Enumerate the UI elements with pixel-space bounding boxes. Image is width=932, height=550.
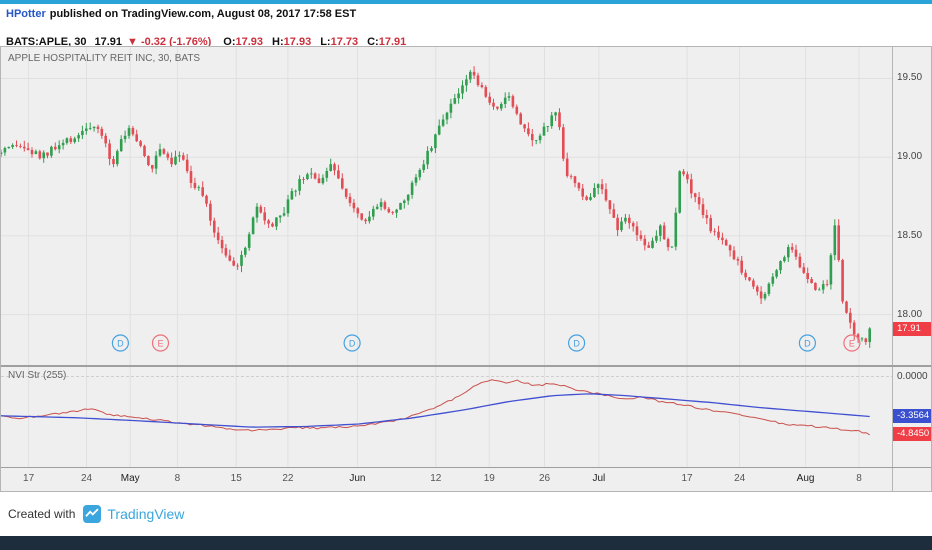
earnings-marker[interactable]: E <box>151 334 170 352</box>
price-tick: 18.00 <box>897 308 923 320</box>
price-tick: 19.00 <box>897 151 923 163</box>
axis-corner <box>892 468 931 491</box>
time-labels: 17 24 May 8 15 22 Jun 12 19 26 Jul 17 24 Aug 8 <box>1 468 892 491</box>
price-tick: 18.50 <box>897 229 923 241</box>
attribution-text: published on TradingView.com, August 08,… <box>49 8 357 20</box>
price-tick: 19.50 <box>897 72 923 84</box>
author-link[interactable]: HPotter <box>6 8 46 20</box>
pane-separator[interactable] <box>1 365 931 367</box>
time-label: Aug <box>796 473 815 484</box>
ohlc-close: C:17.91 <box>367 36 407 48</box>
time-label: 17 <box>681 473 693 484</box>
time-label: 8 <box>174 473 181 484</box>
time-label: 12 <box>430 473 442 484</box>
dividend-marker[interactable]: D <box>567 334 586 352</box>
time-label: Jul <box>592 473 606 484</box>
time-label: 24 <box>80 473 93 484</box>
nvi-indicator-plot[interactable]: NVI Str (255) <box>1 367 892 467</box>
ohlc-low: L:17.73 <box>320 36 359 48</box>
signal-value-tag: -3.3564 <box>893 409 931 424</box>
time-label: Jun <box>349 473 366 484</box>
last-price: 17.91 <box>94 36 123 48</box>
time-axis[interactable]: 17 24 May 8 15 22 Jun 12 19 26 Jul 17 24 Aug 8 <box>1 467 931 491</box>
footer: Created with TradingView <box>0 492 932 536</box>
svg-text:D: D <box>804 339 811 349</box>
symbol-name[interactable]: BATS:APLE, 30 <box>6 36 87 48</box>
time-label: 22 <box>282 473 294 484</box>
candlestick-plot[interactable]: D E D D D E APPLE HOSPITALITY REIT INC, 30, B… <box>1 47 892 365</box>
indicator-pane: NVI Str (255) 0.0000 -3.3564 -4.8450 <box>1 367 931 467</box>
time-label: 17 <box>23 473 35 484</box>
price-change: ▼ -0.32 (-1.76%) <box>127 36 212 48</box>
dividend-marker[interactable]: D <box>343 334 361 352</box>
earnings-marker[interactable]: E <box>843 334 861 352</box>
time-label: 19 <box>483 473 495 484</box>
time-label: 15 <box>230 473 242 484</box>
svg-text:D: D <box>349 339 356 349</box>
indicator-legend: NVI Str (255) <box>8 370 67 381</box>
svg-text:D: D <box>573 339 580 349</box>
dividend-marker[interactable]: D <box>798 334 817 352</box>
dividend-marker[interactable]: D <box>111 334 130 352</box>
instrument-legend: APPLE HOSPITALITY REIT INC, 30, BATS <box>8 53 201 64</box>
time-label: May <box>120 473 140 484</box>
time-label: 8 <box>856 473 862 484</box>
top-accent-strip <box>0 0 932 4</box>
indicator-axis[interactable]: 0.0000 -3.3564 -4.8450 <box>892 367 931 467</box>
brand-name[interactable]: TradingView <box>107 506 185 522</box>
time-label: 26 <box>538 473 551 484</box>
zero-level-label: 0.0000 <box>897 370 928 382</box>
nvi-svg <box>1 367 892 467</box>
ohlc-high: H:17.93 <box>272 36 312 48</box>
chart-area: D E D D D E APPLE HOSPITALITY REIT INC, 30, B… <box>0 46 932 492</box>
created-with-label: Created with <box>8 507 76 521</box>
price-axis[interactable]: 17.91 19.50 19.00 18.50 18.00 <box>892 47 931 365</box>
bottom-bar <box>0 536 932 550</box>
svg-text:E: E <box>849 339 855 349</box>
last-price-tag: 17.91 <box>893 321 931 336</box>
nvi-value-tag: -4.8450 <box>893 427 931 442</box>
attribution-line: HPotter published on TradingView.com, Aug… <box>0 4 932 28</box>
time-label: 24 <box>734 473 746 484</box>
symbol-row: BATS:APLE, 30 17.91 ▼ -0.32 (-1.76%) O:1… <box>0 28 932 53</box>
tradingview-logo-icon[interactable] <box>83 505 102 523</box>
svg-text:D: D <box>117 339 124 349</box>
svg-text:E: E <box>157 339 163 349</box>
ohlc-open: O:17.93 <box>223 36 264 48</box>
main-price-pane: D E D D D E APPLE HOSPITALITY REIT INC, 30, B… <box>1 47 931 365</box>
